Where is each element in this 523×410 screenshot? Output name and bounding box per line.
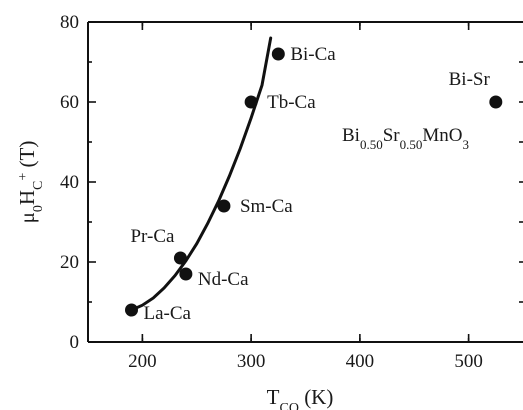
data-point-bi-ca [271, 47, 285, 61]
y-tick-label-80: 80 [60, 12, 79, 33]
y-tick-label-20: 20 [60, 252, 79, 273]
x-tick-label-500: 500 [454, 351, 483, 372]
point-label-bi-ca: Bi-Ca [290, 44, 336, 65]
point-labels: La-Ca Nd-Ca Pr-Ca Sm-Ca Tb-Ca Bi-Ca Bi-Sr [130, 44, 490, 324]
fit-curve [130, 36, 273, 312]
point-label-la-ca: La-Ca [144, 303, 192, 324]
x-tick-label-200: 200 [128, 351, 157, 372]
point-label-bi-sr: Bi-Sr [449, 69, 491, 90]
y-tick-label-60: 60 [60, 92, 79, 113]
point-label-nd-ca: Nd-Ca [198, 269, 249, 290]
ticks [88, 21, 523, 343]
data-point-nd-ca [179, 267, 193, 281]
y-axis-label: μ0HC+ (T) [15, 141, 46, 224]
y-tick-label-40: 40 [60, 172, 79, 193]
x-axis-label: TCO (K) [267, 385, 334, 410]
y-tick-label-0: 0 [70, 332, 80, 353]
data-point-tb-ca [244, 95, 258, 109]
point-label-tb-ca: Tb-Ca [267, 92, 316, 113]
x-tick-label-300: 300 [237, 351, 266, 372]
composition-annotation: Bi0.50Sr0.50MnO3 [342, 125, 469, 152]
data-points [125, 47, 503, 317]
data-point-la-ca [125, 303, 138, 317]
data-point-bi-sr [489, 95, 503, 109]
point-label-pr-ca: Pr-Ca [130, 226, 175, 247]
x-tick-label-400: 400 [346, 351, 375, 372]
tick-labels: 200 300 400 500 0 20 40 60 80 [60, 12, 483, 372]
data-point-pr-ca [173, 251, 187, 265]
data-point-sm-ca [217, 199, 231, 213]
point-label-sm-ca: Sm-Ca [240, 196, 293, 217]
